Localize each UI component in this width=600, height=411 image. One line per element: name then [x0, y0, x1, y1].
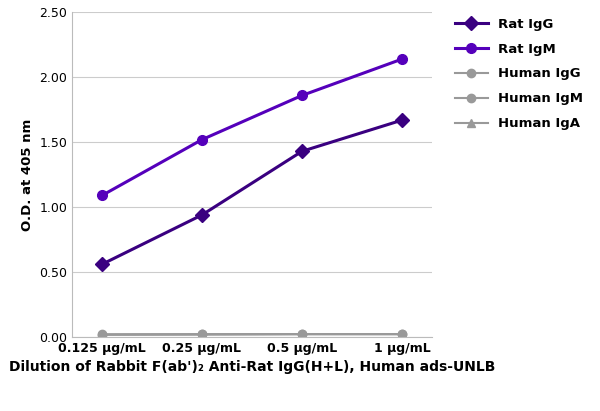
Human IgM: [199, 332, 206, 337]
Human IgG: [199, 332, 206, 337]
Rat IgM: [298, 93, 305, 98]
Rat IgG: [298, 149, 305, 154]
Human IgG: [98, 332, 106, 337]
Human IgG: [398, 332, 406, 337]
Legend: Rat IgG, Rat IgM, Human IgG, Human IgM, Human IgA: Rat IgG, Rat IgM, Human IgG, Human IgM, …: [449, 12, 589, 136]
Human IgA: [398, 332, 406, 337]
Line: Rat IgG: Rat IgG: [97, 115, 407, 269]
Line: Human IgA: Human IgA: [98, 330, 406, 339]
Human IgA: [98, 332, 106, 337]
Human IgA: [199, 332, 206, 337]
Rat IgM: [199, 137, 206, 142]
Line: Rat IgM: Rat IgM: [97, 54, 407, 200]
Rat IgG: [398, 118, 406, 122]
Human IgG: [298, 332, 305, 337]
Rat IgG: [199, 212, 206, 217]
Human IgM: [98, 332, 106, 337]
Human IgA: [298, 332, 305, 337]
Rat IgG: [98, 262, 106, 267]
Line: Human IgG: Human IgG: [98, 330, 406, 339]
Rat IgM: [98, 193, 106, 198]
X-axis label: Dilution of Rabbit F(ab')₂ Anti-Rat IgG(H+L), Human ads-UNLB: Dilution of Rabbit F(ab')₂ Anti-Rat IgG(…: [9, 360, 495, 374]
Rat IgM: [398, 57, 406, 62]
Y-axis label: O.D. at 405 nm: O.D. at 405 nm: [20, 118, 34, 231]
Human IgM: [398, 332, 406, 337]
Line: Human IgM: Human IgM: [98, 330, 406, 339]
Human IgM: [298, 332, 305, 337]
